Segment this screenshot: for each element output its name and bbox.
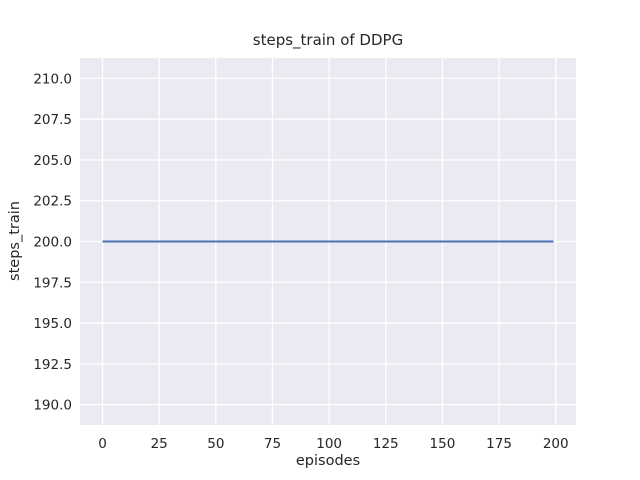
y-axis-label: steps_train [7,201,23,281]
x-axis-label: episodes [295,453,361,469]
y-tick-label: 190.0 [33,398,72,414]
y-tick-label: 202.5 [33,194,72,210]
x-tick-label: 100 [316,436,342,452]
y-tick-label: 210.0 [33,71,72,87]
y-tick-label: 200.0 [33,235,72,251]
x-tick-label: 75 [264,436,281,452]
x-tick-label: 175 [486,436,512,452]
y-tick-label: 192.5 [33,357,72,373]
x-tick-label: 25 [151,436,168,452]
y-tick-label: 205.0 [33,153,72,169]
y-tick-label: 195.0 [33,316,72,332]
chart-title: steps_train of DDPG [252,31,404,49]
y-tick-label: 197.5 [33,275,72,291]
x-tick-label: 200 [543,436,569,452]
x-tick-label: 125 [373,436,399,452]
x-tick-label: 50 [207,436,224,452]
x-tick-label: 0 [98,436,107,452]
y-tick-label: 207.5 [33,112,72,128]
x-tick-label: 150 [430,436,456,452]
